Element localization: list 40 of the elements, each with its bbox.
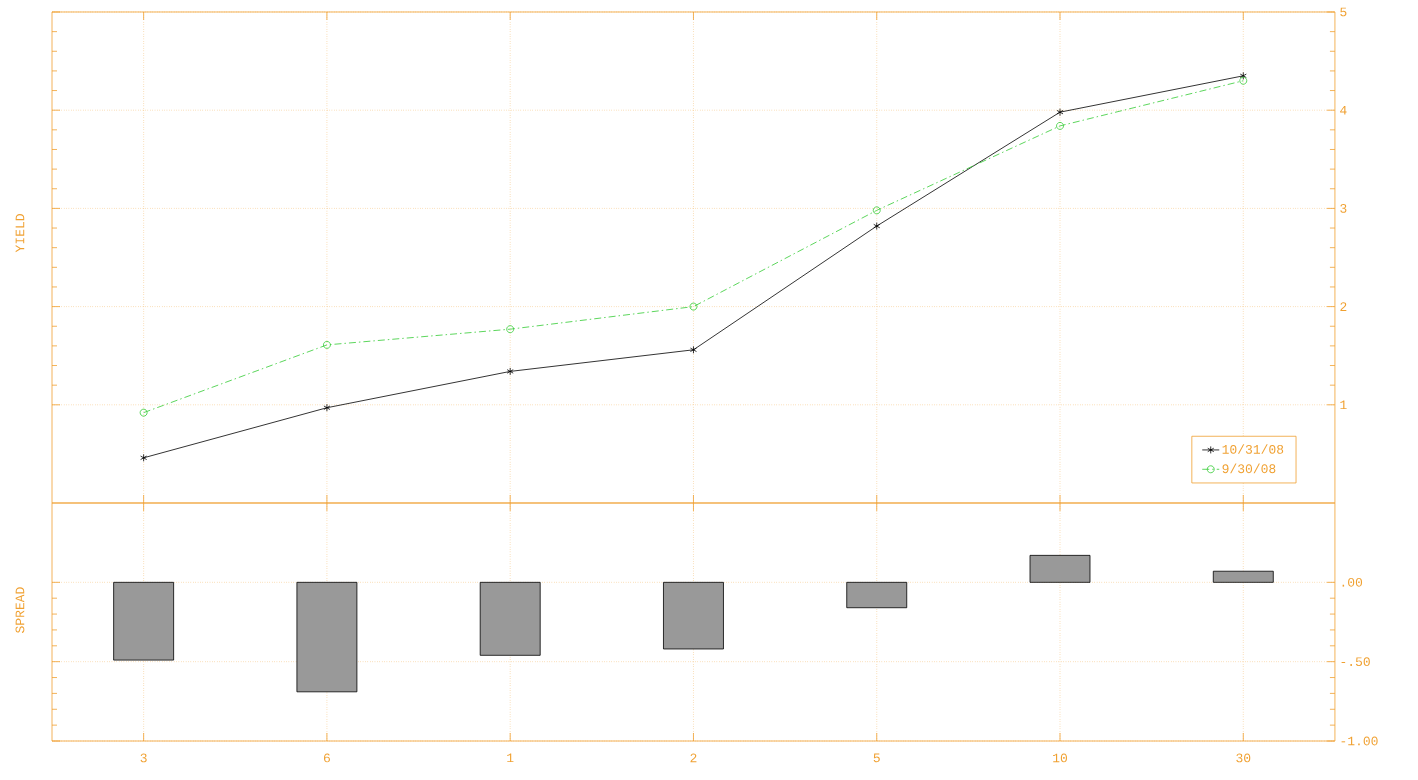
bar: [846, 581, 908, 609]
point: [323, 340, 331, 349]
point: [1239, 71, 1247, 80]
bar: [1212, 570, 1274, 583]
point: [1239, 76, 1248, 85]
x-tick-label: 3: [140, 753, 147, 763]
bar: [113, 581, 175, 661]
point: [506, 367, 514, 376]
x-tick-label: 2: [690, 753, 697, 763]
bar: [1029, 554, 1091, 583]
point: [689, 302, 698, 311]
bar: [296, 581, 358, 693]
x-tick-label: 10: [1053, 753, 1068, 763]
x-tick-label: 5: [873, 753, 880, 763]
x-tick-label: 1: [507, 753, 514, 763]
y-tick-label: .00: [1342, 577, 1363, 587]
y-tick-label: -1.00: [1341, 736, 1378, 746]
y-tick-label: 2: [1340, 302, 1347, 311]
bar: [663, 581, 724, 650]
point: [873, 222, 881, 230]
legend-label: 10/31/08: [1222, 444, 1284, 454]
y-tick-label: -.50: [1341, 657, 1370, 667]
y-tick-label: 4: [1340, 105, 1347, 115]
x-tick-label: 6: [323, 753, 330, 763]
point: [872, 206, 881, 215]
y-axis-title: YIELD: [15, 214, 25, 253]
point: [140, 453, 148, 462]
legend-label: 9/30/08: [1222, 463, 1276, 474]
y-axis-title: SPREAD: [15, 587, 25, 633]
y-tick-label: 5: [1340, 7, 1347, 17]
point: [1056, 122, 1064, 130]
y-tick-label: 3: [1340, 203, 1347, 213]
point: [1056, 108, 1064, 117]
point: [690, 345, 697, 354]
y-tick-label: 1: [1340, 400, 1347, 410]
x-tick-label: 30: [1236, 753, 1251, 763]
point: [506, 325, 515, 334]
point: [139, 408, 148, 417]
point: [323, 403, 331, 412]
bar: [479, 581, 541, 656]
